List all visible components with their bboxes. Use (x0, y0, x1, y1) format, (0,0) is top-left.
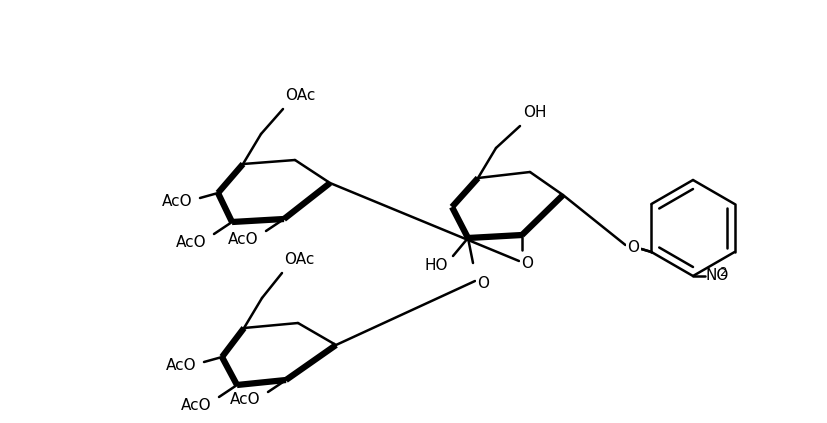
Text: O: O (627, 239, 638, 255)
Text: AcO: AcO (181, 398, 212, 412)
Text: HO: HO (424, 258, 447, 274)
Text: OAc: OAc (284, 252, 314, 266)
Text: NO: NO (705, 269, 729, 283)
Text: OH: OH (523, 104, 546, 120)
Text: O: O (476, 275, 489, 291)
Text: AcO: AcO (228, 231, 259, 247)
Text: AcO: AcO (166, 357, 197, 373)
Text: O: O (520, 255, 533, 270)
Text: OAc: OAc (284, 88, 315, 102)
Text: O: O (627, 239, 638, 255)
Text: 2: 2 (719, 266, 726, 279)
Text: AcO: AcO (230, 393, 261, 407)
Text: AcO: AcO (176, 234, 207, 250)
Text: AcO: AcO (162, 193, 193, 209)
